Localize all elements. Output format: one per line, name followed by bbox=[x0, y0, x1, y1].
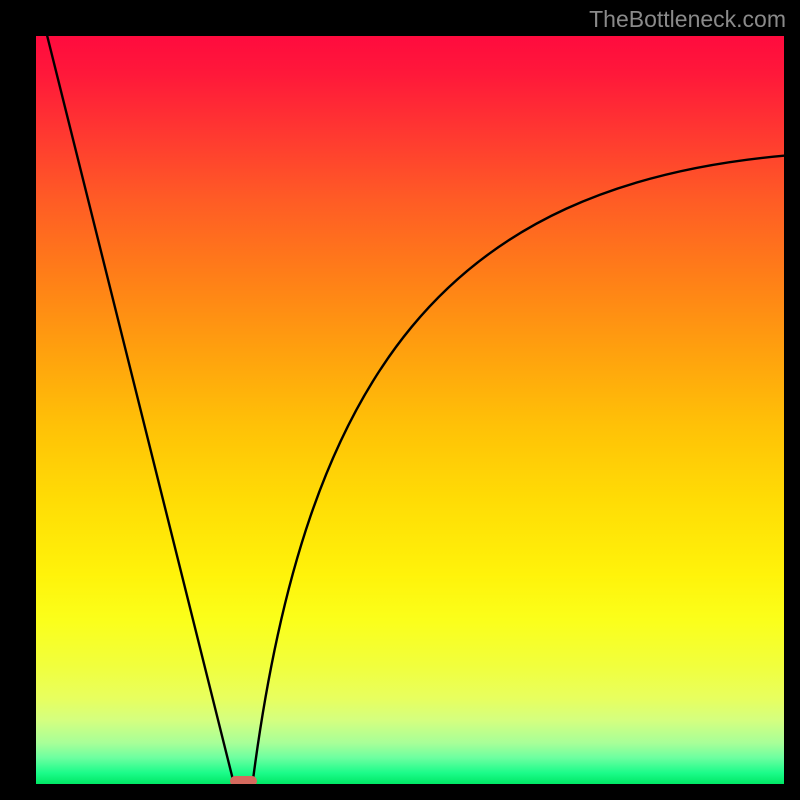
watermark-text: TheBottleneck.com bbox=[589, 6, 786, 33]
bottleneck-curve bbox=[47, 36, 784, 784]
optimal-point-marker bbox=[230, 776, 257, 784]
curve-svg bbox=[36, 36, 784, 784]
plot-area bbox=[36, 36, 784, 784]
chart-container: TheBottleneck.com bbox=[0, 0, 800, 800]
